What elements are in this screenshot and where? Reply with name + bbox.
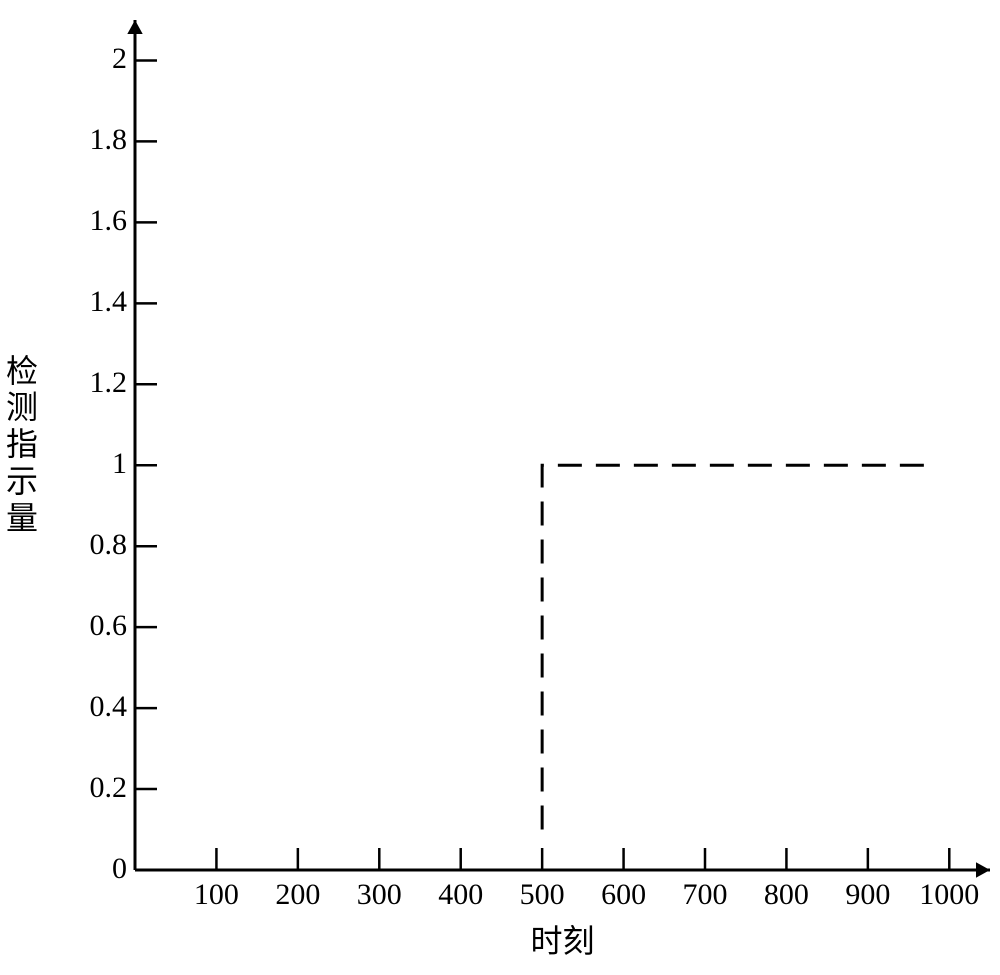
y-tick-label: 1.4	[67, 285, 127, 319]
y-tick-label: 0.8	[67, 528, 127, 562]
y-axis-label: 检测指示量	[6, 353, 38, 537]
x-tick-label: 100	[194, 878, 239, 912]
y-axis-label-char: 测	[6, 389, 38, 426]
x-axis-label: 时刻	[531, 916, 595, 962]
chart-container: 检测指示量 时刻 0 0.2 0.4 0.6 0.8 1 1.2 1.4 1.6 1.8 2 100 2…	[0, 0, 1000, 970]
y-axis-label-char: 指	[6, 426, 38, 463]
y-tick-label: 0.4	[67, 690, 127, 724]
x-tick-label: 600	[601, 878, 646, 912]
x-tick-label: 400	[438, 878, 483, 912]
y-axis-label-char: 检	[6, 353, 38, 390]
x-tick-label: 900	[845, 878, 890, 912]
x-tick-label: 1000	[919, 878, 979, 912]
y-tick-label: 1.8	[67, 123, 127, 157]
y-tick-label: 1.2	[67, 366, 127, 400]
x-tick-label: 700	[683, 878, 728, 912]
chart-svg	[0, 0, 1000, 970]
x-tick-label: 800	[764, 878, 809, 912]
y-tick-label: 0.2	[67, 771, 127, 805]
y-axis-label-char: 量	[6, 500, 38, 537]
y-tick-label: 0.6	[67, 609, 127, 643]
y-tick-label: 1	[67, 447, 127, 481]
y-tick-label: 2	[67, 42, 127, 76]
y-tick-label: 1.6	[67, 204, 127, 238]
y-tick-label: 0	[67, 852, 127, 886]
y-axis-label-char: 示	[6, 463, 38, 500]
x-tick-label: 500	[520, 878, 565, 912]
x-tick-label: 200	[275, 878, 320, 912]
x-tick-label: 300	[357, 878, 402, 912]
